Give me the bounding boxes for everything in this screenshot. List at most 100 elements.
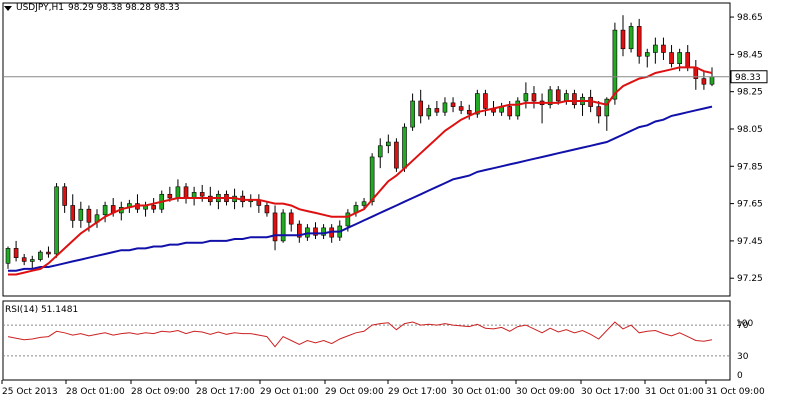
- rsi-axis: 70 30 0: [737, 321, 749, 381]
- candle-body: [507, 106, 513, 117]
- candle-body: [151, 205, 156, 210]
- candle-body: [709, 76, 715, 85]
- rsi-panel-frame: [2, 300, 731, 381]
- candle-body: [450, 102, 456, 107]
- candle-body: [523, 93, 529, 102]
- current-price-text: 98.33: [735, 73, 761, 83]
- candle-body: [167, 193, 173, 199]
- time-label: 31 Oct 01:00: [645, 387, 704, 397]
- candle-body: [29, 259, 35, 262]
- candle-body: [361, 201, 367, 206]
- time-label: 31 Oct 09:00: [706, 387, 765, 397]
- candle-body: [183, 186, 189, 199]
- candle-body: [596, 106, 602, 117]
- candle-body: [547, 89, 553, 106]
- price-tick-label: 97.65: [737, 200, 763, 210]
- candle-body: [46, 251, 51, 255]
- candle-body: [466, 110, 472, 115]
- candle-body: [297, 223, 302, 238]
- price-tick-label: 97.45: [737, 237, 763, 247]
- candle-body: [78, 208, 84, 221]
- price-tick-label: 98.65: [737, 13, 763, 23]
- candle-body: [5, 248, 11, 264]
- candle-body: [669, 52, 674, 64]
- candle-body: [612, 29, 618, 100]
- candle-body: [386, 141, 391, 147]
- price-tick-label: 98.45: [737, 50, 763, 60]
- candle-body: [458, 106, 464, 111]
- candle-body: [515, 100, 521, 117]
- candle-body: [531, 93, 537, 102]
- candle-body: [564, 93, 569, 102]
- candle-body: [175, 186, 181, 199]
- time-label: 30 Oct 01:00: [452, 387, 511, 397]
- candle-body: [345, 212, 351, 227]
- rsi-title: RSI(14) 51.1481: [5, 305, 79, 315]
- ema-fast-line: [8, 66, 713, 276]
- chart-title: USDJPY,H1 98.29 98.38 98.28 98.33: [4, 3, 180, 13]
- candle-body: [483, 93, 488, 109]
- candle-body: [653, 44, 658, 53]
- time-label: 25 Oct 2013: [2, 387, 58, 397]
- time-label: 28 Oct 17:00: [196, 387, 255, 397]
- current-price-badge: [730, 70, 768, 84]
- candle-body: [280, 212, 286, 242]
- candle-body: [377, 145, 383, 158]
- price-tick-label: 98.05: [737, 125, 763, 135]
- candle-body: [264, 205, 270, 214]
- time-label: 29 Oct 17:00: [388, 387, 447, 397]
- candle-body: [21, 257, 27, 262]
- candle-body: [394, 141, 399, 169]
- candle-body: [604, 98, 610, 117]
- candle-body: [102, 205, 108, 216]
- rsi-tick-label: 0: [737, 371, 743, 381]
- ohlc-label: 98.29 98.38 98.28 98.33: [67, 3, 180, 13]
- candle-body: [402, 126, 407, 169]
- candle-body: [628, 26, 634, 50]
- price-axis: 98.65 98.45 98.25 98.05 97.85 97.65 97.45 97.25: [730, 13, 763, 284]
- time-label: 29 Oct 09:00: [325, 387, 384, 397]
- candle-body: [321, 227, 326, 236]
- candle-body: [13, 248, 19, 258]
- price-tick-label: 97.85: [737, 162, 763, 172]
- candle-body: [442, 102, 448, 113]
- candle-body: [86, 208, 92, 223]
- rsi-tick-label: 30: [737, 352, 749, 362]
- ema-slow-line: [8, 105, 713, 272]
- time-label: 29 Oct 01:00: [260, 387, 319, 397]
- candle-body: [701, 78, 707, 85]
- price-tick-label: 98.25: [737, 88, 763, 98]
- candle-body: [272, 212, 278, 242]
- candle-body: [661, 44, 666, 53]
- price-tick-label: 97.25: [737, 274, 763, 284]
- candle-body: [572, 93, 577, 106]
- rsi-tick-label: 70: [737, 321, 749, 331]
- candle-body: [636, 26, 642, 57]
- symbol-label: USDJPY,H1: [16, 3, 64, 13]
- time-label: 28 Oct 01:00: [66, 387, 125, 397]
- rsi-line: [7, 321, 713, 348]
- dropdown-triangle-icon[interactable]: [4, 5, 12, 11]
- candle-body: [418, 100, 423, 117]
- candle-body: [288, 212, 294, 225]
- candle-body: [426, 108, 432, 117]
- candle-body: [70, 205, 76, 221]
- candle-body: [677, 52, 682, 64]
- candle-body: [644, 52, 650, 57]
- time-label: 30 Oct 17:00: [581, 387, 640, 397]
- candle-body: [313, 227, 318, 236]
- candle-body: [54, 186, 59, 255]
- candle-body: [685, 52, 691, 68]
- candle-body: [62, 186, 67, 206]
- candle-body: [555, 89, 561, 102]
- candle-body: [369, 156, 375, 203]
- candle-body: [620, 29, 626, 50]
- candle-body: [38, 251, 43, 260]
- time-label: 30 Oct 09:00: [516, 387, 575, 397]
- rsi-levels: [3, 324, 730, 357]
- time-label: 28 Oct 09:00: [131, 387, 190, 397]
- candle-body: [434, 108, 440, 113]
- candle-body: [475, 93, 480, 115]
